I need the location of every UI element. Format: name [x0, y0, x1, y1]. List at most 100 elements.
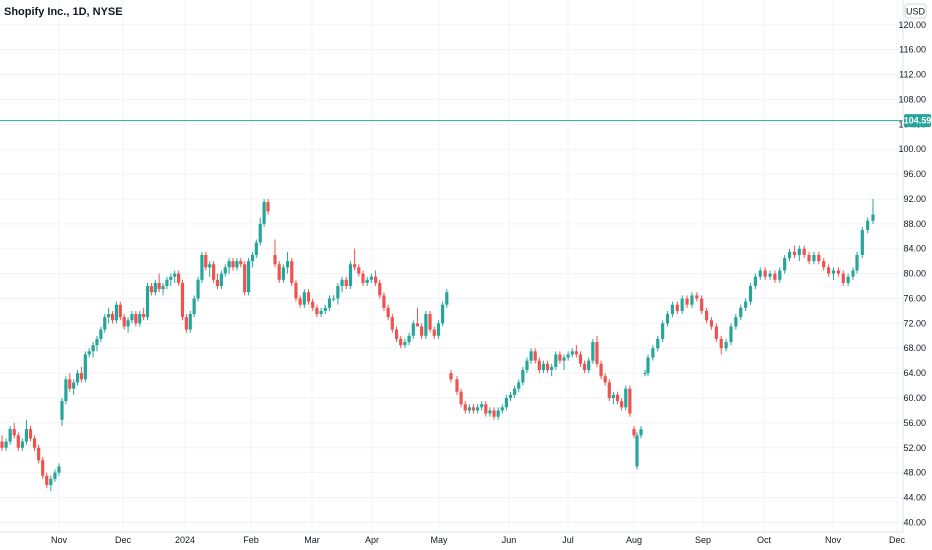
candle — [20, 438, 24, 451]
candle-body — [298, 298, 302, 305]
candle — [632, 425, 636, 439]
candle — [428, 310, 432, 333]
candle-body — [545, 363, 550, 371]
y-tick-label: 44.00 — [903, 493, 926, 503]
candle — [831, 267, 836, 280]
candle-body — [37, 447, 41, 461]
candle — [266, 198, 270, 215]
candle — [357, 264, 361, 277]
x-tick-label: Dec — [889, 535, 906, 545]
candle-body — [603, 376, 607, 383]
candle-body — [353, 264, 357, 268]
candle-body — [114, 304, 119, 321]
candle — [661, 320, 665, 343]
candle-body — [734, 317, 738, 327]
x-tick-label: Nov — [825, 535, 842, 545]
candle — [258, 217, 262, 246]
candle — [675, 301, 679, 315]
currency-badge[interactable]: USD — [904, 3, 927, 19]
candle — [709, 317, 714, 330]
candle — [545, 360, 550, 374]
candle — [635, 432, 639, 470]
candle-body — [792, 251, 797, 255]
candle — [700, 295, 704, 315]
candle — [134, 310, 138, 327]
candle — [866, 217, 870, 234]
candle — [68, 373, 72, 392]
candle — [215, 273, 220, 290]
candle — [99, 326, 103, 343]
candle — [411, 320, 415, 339]
candle-body — [153, 282, 157, 293]
y-tick-label: 108.00 — [898, 94, 926, 104]
candle — [348, 261, 353, 290]
candle — [807, 251, 811, 265]
candle — [72, 379, 76, 395]
time-axis[interactable]: Nov Dec 2024 Feb Mar Apr May Jun Jul Aug Sep Oct Nov… — [51, 535, 906, 545]
candle-body — [142, 314, 146, 318]
candle — [685, 295, 689, 308]
candle-body — [550, 366, 554, 371]
candle-body — [173, 273, 177, 277]
candle — [28, 425, 33, 442]
candle — [219, 270, 223, 290]
candle — [587, 357, 591, 374]
candle — [365, 276, 369, 287]
candle-body — [628, 388, 632, 414]
candle-body — [632, 429, 636, 436]
candle — [871, 198, 875, 224]
candle — [639, 425, 643, 439]
candle — [285, 251, 290, 274]
candle-body — [290, 261, 294, 283]
candle-body — [332, 298, 336, 300]
candle — [778, 267, 782, 283]
candle — [690, 292, 694, 308]
candle-body — [639, 429, 643, 436]
candle-body — [685, 298, 689, 305]
candle — [455, 376, 459, 395]
candle-body — [739, 307, 743, 318]
candle-body — [620, 401, 624, 408]
candle-body — [145, 286, 150, 318]
candle-body — [513, 388, 517, 395]
candle — [463, 401, 467, 414]
candle-body — [126, 320, 130, 327]
candle — [323, 304, 327, 315]
candle — [554, 351, 558, 371]
candle — [488, 407, 492, 417]
candle — [763, 267, 767, 280]
candle — [628, 385, 632, 417]
candle — [145, 282, 150, 321]
candle-body — [599, 363, 603, 377]
candle — [537, 357, 541, 374]
candle-body — [841, 273, 845, 283]
candle-body — [558, 354, 562, 361]
candle-body — [480, 404, 484, 408]
candle — [724, 338, 728, 352]
candle-body — [28, 429, 33, 439]
candle — [336, 282, 340, 305]
candle — [646, 354, 650, 377]
candle — [744, 298, 748, 311]
candle — [235, 258, 239, 271]
candle — [792, 245, 797, 259]
candle-body — [758, 270, 762, 277]
candle — [138, 310, 142, 327]
candle-body — [192, 298, 196, 315]
candle — [327, 295, 332, 311]
candle-body — [8, 429, 12, 442]
candle-body — [611, 394, 616, 398]
candle-body — [719, 338, 723, 349]
price-axis[interactable]: 120.00116.00112.00108.00104.00100.0096.0… — [898, 20, 926, 528]
candle-body — [273, 254, 277, 265]
candle-body — [436, 323, 441, 336]
candle — [315, 304, 319, 318]
candle-body — [504, 398, 508, 408]
candle — [32, 435, 37, 451]
candle-body — [807, 254, 811, 262]
candle — [574, 345, 578, 358]
candle — [432, 326, 436, 339]
candle — [471, 404, 476, 414]
candle — [851, 267, 855, 280]
